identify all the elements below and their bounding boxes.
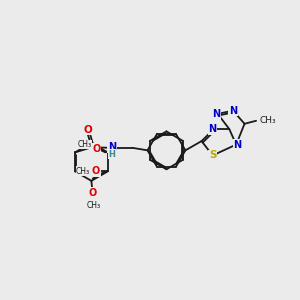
Text: N: N	[233, 140, 242, 150]
Text: S: S	[209, 150, 216, 161]
Text: CH₃: CH₃	[76, 167, 90, 176]
Text: O: O	[92, 144, 101, 154]
Text: O: O	[88, 188, 97, 198]
Text: H: H	[109, 150, 116, 159]
Text: N: N	[212, 109, 220, 119]
Text: O: O	[92, 167, 100, 176]
Text: CH₃: CH₃	[87, 201, 101, 210]
Text: O: O	[83, 124, 92, 135]
Text: CH₃: CH₃	[77, 140, 92, 149]
Text: CH₃: CH₃	[260, 116, 276, 125]
Text: N: N	[229, 106, 237, 116]
Text: N: N	[108, 142, 116, 152]
Text: N: N	[208, 124, 217, 134]
